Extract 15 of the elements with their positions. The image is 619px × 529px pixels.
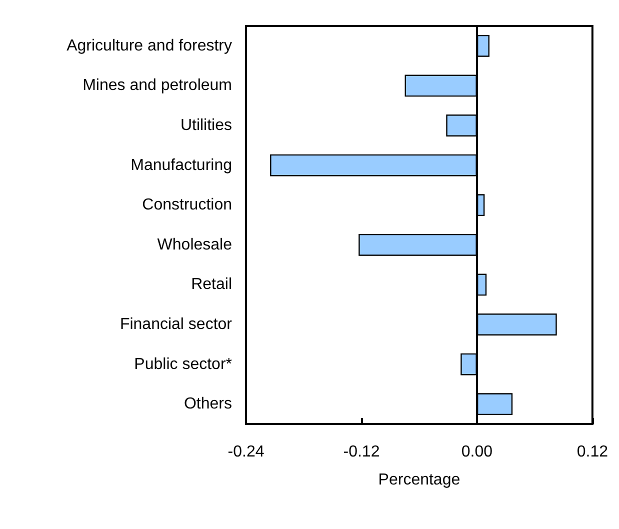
x-tick-label: -0.24 [228,444,264,460]
x-tick-label: 0.12 [576,444,608,460]
y-tick-label: Public sector* [134,356,232,373]
y-tick-label: Agriculture and forestry [66,37,232,54]
x-tick-label: 0.00 [461,444,493,460]
y-tick-label: Construction [142,196,232,214]
y-tick-label: Utilities [180,117,232,134]
y-tick-label: Wholesale [157,236,232,254]
x-axis-title: Percentage [378,472,460,488]
y-tick-label: Others [184,396,232,413]
y-tick-label: Mines and petroleum [82,77,232,94]
y-tick-label: Financial sector [120,316,233,333]
y-tick-label: Retail [191,276,232,294]
x-tick-label: -0.12 [343,444,380,460]
y-tick-label: Manufacturing [130,156,232,174]
